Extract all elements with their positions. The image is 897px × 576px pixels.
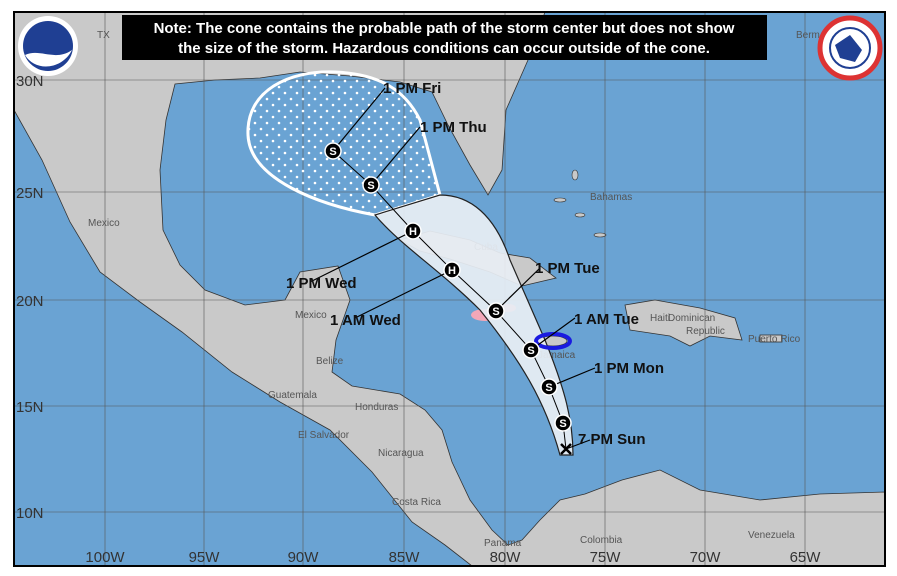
note-line-2: the size of the storm. Hazardous conditi…: [178, 40, 710, 57]
lon-label: 90W: [288, 549, 320, 566]
place-label-costa-rica: Costa Rica: [392, 497, 441, 508]
place-labels: TXBermMexicoMexicoBahamasCubaHaitiDomini…: [88, 30, 820, 549]
marker-symbol: H: [448, 265, 456, 277]
track-time-label: 1 PM Tue: [535, 260, 600, 277]
label-leader: [565, 439, 591, 450]
lat-label: 15N: [16, 399, 44, 416]
storm-marker: [362, 176, 380, 194]
note-line-1: Note: The cone contains the probable pat…: [154, 20, 735, 37]
place-label-puerto-rico: Puerto Rico: [748, 334, 801, 345]
storm-marker: [522, 341, 540, 359]
marker-symbol: S: [329, 146, 336, 158]
lon-label: 80W: [490, 549, 522, 566]
current-position-icon: [560, 443, 572, 455]
marker-symbol: S: [492, 306, 499, 318]
lat-label: 30N: [16, 73, 44, 90]
track-time-label: 7 PM Sun: [578, 431, 646, 448]
label-leader: [309, 230, 414, 283]
marker-symbol: S: [527, 345, 534, 357]
note-box: [122, 15, 767, 60]
place-label-dominican: Dominican: [668, 313, 715, 324]
place-label-bahamas: Bahamas: [590, 192, 632, 203]
lon-label: 85W: [389, 549, 421, 566]
place-label-republic: Republic: [686, 326, 725, 337]
puerto-rico: [759, 334, 783, 343]
lon-label: 100W: [85, 549, 125, 566]
place-label-belize: Belize: [316, 356, 344, 367]
longitude-labels: 100W 95W 90W 85W 80W 75W 70W 65W: [85, 549, 821, 566]
storm-marker: [487, 302, 505, 320]
latitude-labels: 30N 25N 20N 15N 10N: [16, 73, 44, 522]
place-label-venezuela: Venezuela: [748, 530, 795, 541]
map-frame: [13, 11, 886, 567]
lon-label: 65W: [790, 549, 822, 566]
place-label-tx: TX: [97, 30, 110, 41]
noaa-logo: [18, 16, 78, 76]
track-time-label: 1 PM Wed: [286, 275, 357, 292]
marker-symbol: S: [367, 180, 374, 192]
lon-label: 75W: [590, 549, 622, 566]
track-time-label: 1 PM Mon: [594, 360, 664, 377]
marker-symbol: H: [409, 226, 417, 238]
label-leader: [354, 269, 453, 319]
place-label-el-salvador: El Salvador: [298, 430, 350, 441]
place-label-haiti: Haiti: [650, 313, 670, 324]
lat-label: 25N: [16, 185, 44, 202]
place-label-guatemala: Guatemala: [268, 390, 317, 401]
place-label-honduras: Honduras: [355, 402, 398, 413]
lon-label: 95W: [189, 549, 221, 566]
bahamas: [553, 169, 607, 238]
hurricane-marker: [404, 222, 422, 240]
track-time-label: 1 AM Wed: [330, 312, 401, 329]
place-label-panama: Panama: [484, 538, 522, 549]
cone-days-4-5: [246, 70, 442, 217]
label-leader: [370, 126, 421, 186]
marker-symbol: S: [559, 418, 566, 430]
lat-label: 20N: [16, 293, 44, 310]
label-leader: [495, 267, 541, 312]
place-label-bermuda: Berm: [796, 30, 820, 41]
marker-symbol: S: [545, 382, 552, 394]
track-time-label: 1 PM Fri: [383, 80, 441, 97]
place-label-mexico: Mexico: [88, 218, 120, 229]
storm-marker: [324, 142, 342, 160]
place-label-mexico-city: Mexico: [295, 310, 327, 321]
cone-days-1-3: [373, 194, 574, 456]
label-leader: [530, 317, 576, 351]
storm-marker: [554, 414, 572, 432]
label-leader: [332, 87, 386, 152]
nws-logo: [817, 15, 883, 81]
hispaniola: [624, 299, 743, 347]
place-label-jamaica: Jamaica: [538, 350, 576, 361]
place-label-nicaragua: Nicaragua: [378, 448, 424, 459]
forecast-track: 7 PM Sun S 1 PM Mon S 1 AM Tue S 1 PM Tue S 1 AM…: [286, 80, 664, 455]
lon-label: 70W: [690, 549, 722, 566]
track-time-label: 1 PM Thu: [420, 119, 487, 136]
lat-label: 10N: [16, 505, 44, 522]
place-label-colombia: Colombia: [580, 535, 623, 546]
track-time-label: 1 AM Tue: [574, 311, 639, 328]
storm-marker: [540, 378, 558, 396]
hurricane-marker: [443, 261, 461, 279]
